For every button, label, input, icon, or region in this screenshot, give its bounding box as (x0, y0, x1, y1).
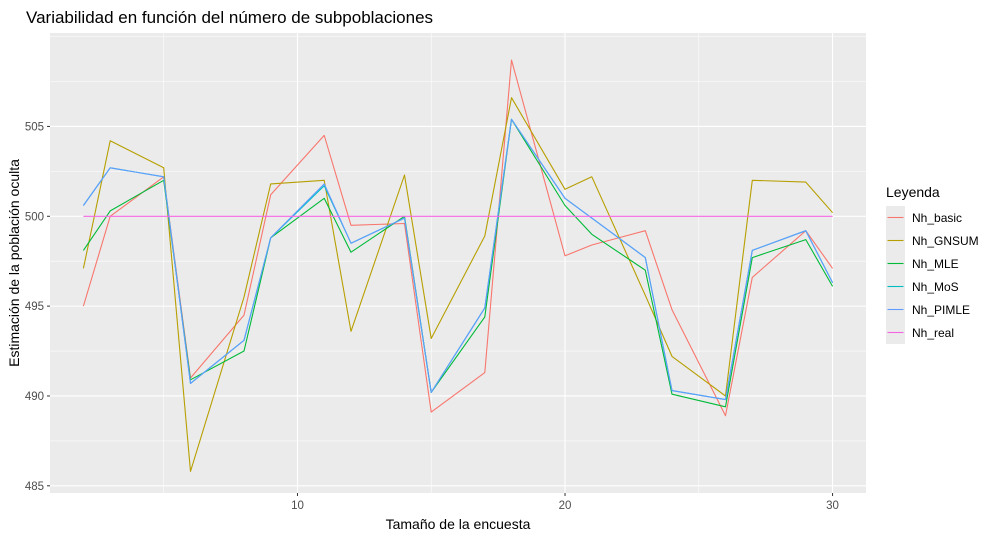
series-line-nh-pimle (82, 118, 834, 401)
y-tick-label: 500 (25, 211, 44, 223)
y-tick-label: 485 (25, 481, 44, 493)
legend-label: Nh_MoS (912, 280, 959, 294)
legend-label: Nh_basic (912, 211, 962, 225)
x-axis-title: Tamaño de la encuesta (386, 516, 531, 532)
y-tick-label: 505 (25, 121, 44, 133)
series-lines (82, 59, 834, 472)
y-axis: 485 490 495 500 505 (25, 121, 50, 493)
series-line-nh-gnsum (82, 97, 834, 472)
legend-label: Nh_real (912, 326, 954, 340)
y-tick-label: 490 (25, 391, 44, 403)
legend: Leyenda Nh_basic Nh_GNSUM Nh_MLE Nh_MoS Nh_P… (886, 184, 979, 344)
x-axis: 10 20 30 (291, 493, 839, 512)
legend-label: Nh_MLE (912, 257, 959, 271)
legend-label: Nh_GNSUM (912, 234, 979, 248)
x-tick-label: 30 (826, 500, 839, 512)
series-line-nh-mle (82, 118, 834, 408)
legend-label: Nh_PIMLE (912, 303, 970, 317)
y-axis-title: Estimación de la población oculta (6, 159, 22, 367)
x-tick-label: 20 (559, 500, 572, 512)
chart-title: Variabilidad en función del número de su… (26, 8, 433, 27)
legend-title: Leyenda (886, 184, 940, 200)
x-tick-label: 10 (291, 500, 304, 512)
y-tick-label: 495 (25, 301, 44, 313)
